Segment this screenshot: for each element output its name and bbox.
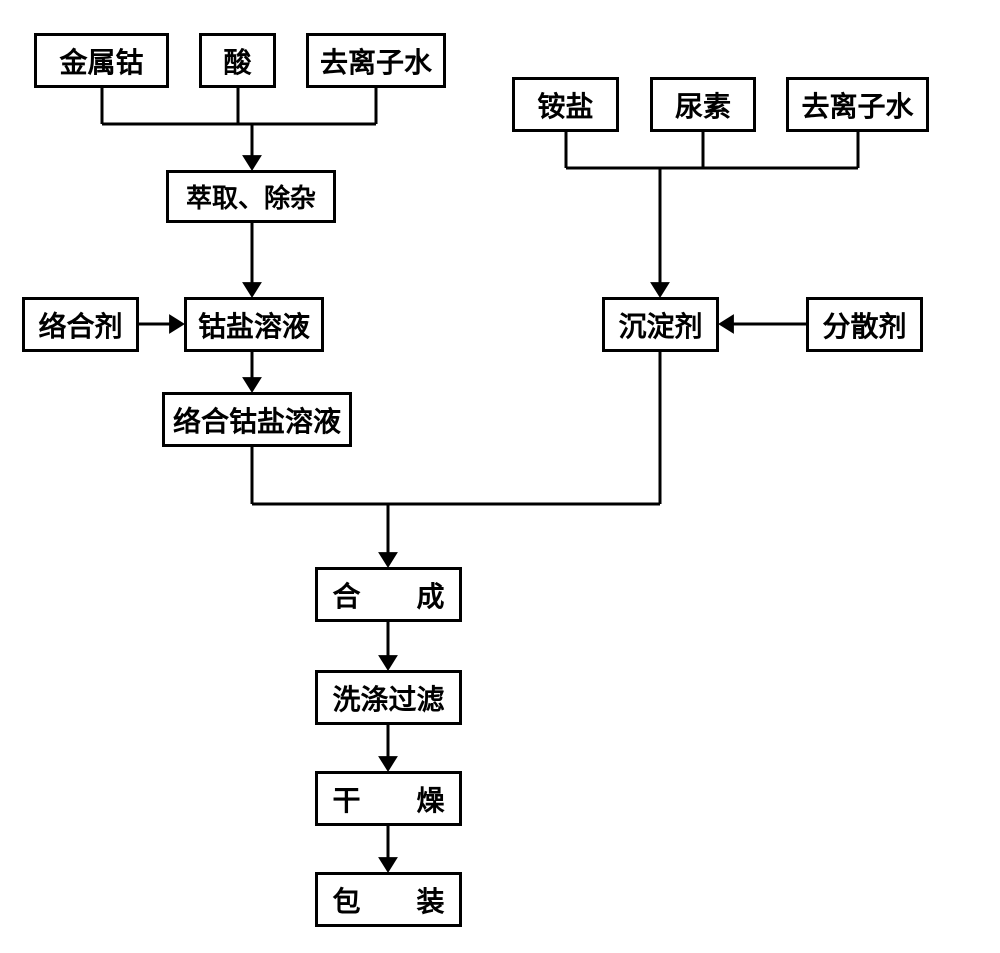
flowchart-node-n14: 洗涤过滤 xyxy=(315,670,462,725)
flowchart-node-n2: 酸 xyxy=(199,33,276,88)
flowchart-node-n5: 尿素 xyxy=(650,77,756,132)
flowchart-node-n7: 萃取、除杂 xyxy=(166,170,336,223)
flowchart-node-n3: 去离子水 xyxy=(306,33,446,88)
flowchart-node-n12: 络合钴盐溶液 xyxy=(162,392,352,447)
flowchart-node-n1: 金属钴 xyxy=(34,33,169,88)
flowchart-node-n11: 分散剂 xyxy=(806,297,923,352)
flowchart-node-n9: 钴盐溶液 xyxy=(184,297,324,352)
flowchart-node-n6: 去离子水 xyxy=(786,77,929,132)
flowchart-node-n16: 包 装 xyxy=(315,872,462,927)
flowchart-node-n8: 络合剂 xyxy=(22,297,139,352)
flowchart-node-n4: 铵盐 xyxy=(512,77,619,132)
flowchart-node-n15: 干 燥 xyxy=(315,771,462,826)
flowchart-node-n10: 沉淀剂 xyxy=(602,297,719,352)
flowchart-node-n13: 合 成 xyxy=(315,567,462,622)
